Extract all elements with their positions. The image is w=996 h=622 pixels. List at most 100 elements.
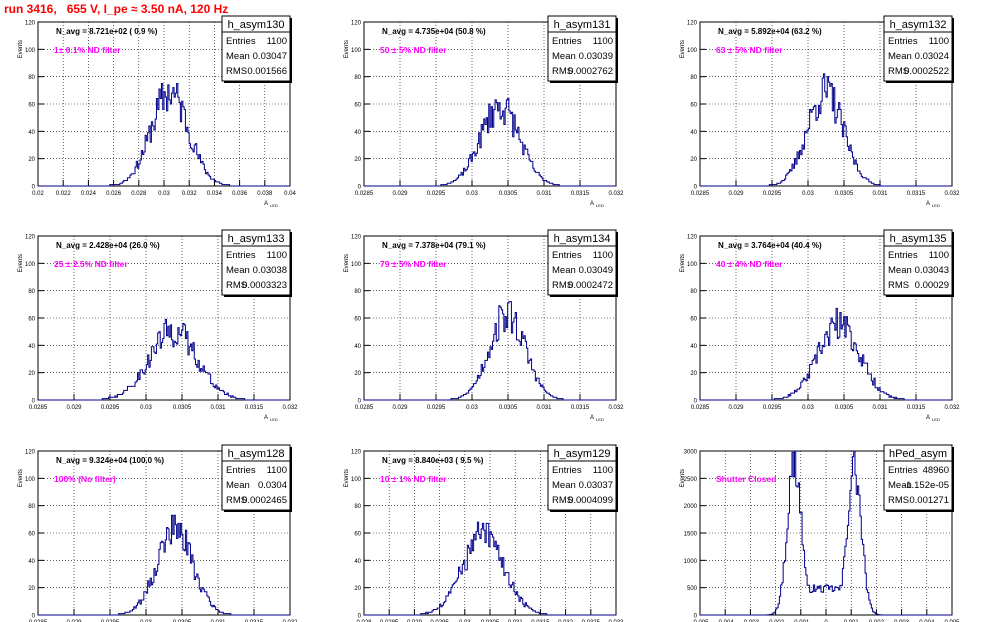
- y-tick-label: 100: [687, 262, 698, 268]
- stats-value: 0.03037: [579, 480, 613, 491]
- x-tick-label: 0.0285: [29, 620, 48, 622]
- filter-label: 63 ± 5% ND filter: [716, 45, 783, 55]
- histogram-line: [38, 318, 290, 401]
- stats-label: RMS: [226, 495, 247, 506]
- y-tick-label: 2500: [684, 477, 698, 483]
- y-tick-label: 20: [28, 157, 35, 163]
- y-tick-label: 80: [690, 75, 697, 81]
- x-tick-label: 0.032: [608, 405, 624, 411]
- stats-value: 48960: [923, 465, 949, 476]
- filter-label: 79 ± 5% ND filter: [380, 259, 447, 269]
- stats-box-shadow: [952, 232, 954, 297]
- histogram-line: [38, 514, 290, 616]
- y-axis-label: Events: [18, 469, 24, 487]
- histogram-name: h_asym134: [554, 233, 611, 245]
- x-tick-label: -0.003: [742, 620, 760, 622]
- stats-value: -1.152e-05: [903, 480, 949, 491]
- stats-box: [547, 229, 617, 296]
- filter-label: 50 ± 5% ND filter: [380, 45, 447, 55]
- x-tick-label: 0.03: [466, 405, 478, 411]
- y-tick-label: 20: [28, 586, 35, 592]
- stats-value: 0.0002522: [904, 66, 949, 77]
- y-axis-label: Events: [344, 469, 350, 487]
- stats-label: Entries: [552, 36, 582, 47]
- histogram-line: [700, 73, 952, 187]
- x-tick-label: 0.0325: [582, 620, 601, 622]
- y-tick-label: 100: [351, 262, 362, 268]
- x-tick-label: 0.0305: [173, 405, 192, 411]
- x-tick-label: 0.029: [392, 191, 408, 197]
- filter-label: 10 ± 1% ND filter: [380, 474, 447, 484]
- x-tick-label: 0.0295: [430, 620, 449, 622]
- stats-value: 1100: [929, 250, 949, 261]
- x-axis-label: A: [926, 201, 930, 207]
- y-tick-label: 1500: [684, 532, 698, 538]
- y-tick-label: 60: [690, 103, 697, 109]
- x-tick-label: 0.038: [257, 191, 273, 197]
- stats-box-shadow: [290, 447, 292, 512]
- x-tick-label: 0.0305: [481, 620, 500, 622]
- y-tick-label: 80: [354, 75, 361, 81]
- x-tick-label: 0.0285: [355, 405, 374, 411]
- stats-label: Entries: [226, 465, 256, 476]
- stats-box-shadow: [952, 18, 954, 83]
- y-tick-label: 0: [358, 399, 362, 405]
- x-axis-label: A: [926, 415, 930, 421]
- page-title: run 3416, 655 V, I_pe ≈ 3.50 nA, 120 Hz: [4, 2, 229, 16]
- histogram-panel: 0 20 40 60 80 100 120 0.028 0.0285 0.029 0.0295 0.0…: [344, 444, 624, 622]
- x-tick-label: 0.032: [182, 191, 198, 197]
- x-tick-label: 0.0295: [763, 191, 782, 197]
- x-axis-label: A: [590, 201, 594, 207]
- y-tick-label: 100: [351, 48, 362, 54]
- y-tick-label: 80: [28, 504, 35, 510]
- stats-label: Entries: [888, 36, 918, 47]
- stats-box-shadow: [952, 447, 954, 512]
- x-tick-label: 0.0295: [101, 405, 120, 411]
- y-tick-label: 40: [28, 344, 35, 350]
- navg-label: N_avg = 7.378e+04 (79.1 %): [382, 241, 486, 250]
- histogram-name: h_asym128: [228, 448, 285, 460]
- stats-label: RMS: [552, 495, 573, 506]
- x-tick-label: 0.028: [131, 191, 147, 197]
- x-tick-label: 0.031: [872, 405, 888, 411]
- x-tick-label: 0.0295: [101, 620, 120, 622]
- x-tick-label: 0.031: [210, 405, 226, 411]
- y-tick-label: 80: [690, 289, 697, 295]
- x-tick-label: 0.003: [894, 620, 910, 622]
- x-axis-label-sub: LED: [270, 417, 278, 422]
- histogram-name: h_asym133: [228, 233, 285, 245]
- histogram-panel: 0 20 40 60 80 100 120 0.0285 0.029 0.0295 0.03 0.03…: [680, 15, 960, 208]
- x-tick-label: 0.0285: [380, 620, 399, 622]
- x-tick-label: 0.04: [284, 191, 296, 197]
- y-tick-label: 20: [28, 371, 35, 377]
- x-tick-label: 0.0285: [355, 191, 374, 197]
- x-tick-label: 0.03: [158, 191, 170, 197]
- navg-label: N_avg = 4.735e+04 (50.8 %): [382, 27, 486, 36]
- y-tick-label: 500: [687, 586, 698, 592]
- x-tick-label: 0.029: [66, 405, 82, 411]
- y-tick-label: 120: [687, 235, 698, 241]
- stats-label: RMS: [888, 495, 909, 506]
- stats-box-shadow: [224, 295, 292, 297]
- navg-label: N_avg = 8.721e+02 ( 0.9 %): [56, 27, 158, 36]
- y-tick-label: 40: [354, 344, 361, 350]
- x-tick-label: 0.03: [459, 620, 471, 622]
- stats-label: RMS: [888, 66, 909, 77]
- y-tick-label: 40: [354, 559, 361, 565]
- x-tick-label: 0.031: [536, 191, 552, 197]
- histogram-line: [700, 450, 952, 616]
- x-tick-label: 0.0315: [571, 191, 590, 197]
- x-axis-label: A: [590, 415, 594, 421]
- y-tick-label: 60: [690, 317, 697, 323]
- stats-label: RMS: [226, 66, 247, 77]
- stats-value: 1100: [267, 36, 287, 47]
- x-tick-label: 0.034: [207, 191, 223, 197]
- y-tick-label: 120: [25, 450, 36, 456]
- stats-value: 1100: [593, 36, 613, 47]
- stats-value: 0.03047: [253, 51, 287, 62]
- stats-box-shadow: [616, 232, 618, 297]
- y-tick-label: 1000: [684, 559, 698, 565]
- histogram-name: hPed_asym: [889, 448, 947, 460]
- x-tick-label: 0.02: [32, 191, 44, 197]
- navg-label: N_avg = 8.840e+03 ( 9.5 %): [382, 456, 484, 465]
